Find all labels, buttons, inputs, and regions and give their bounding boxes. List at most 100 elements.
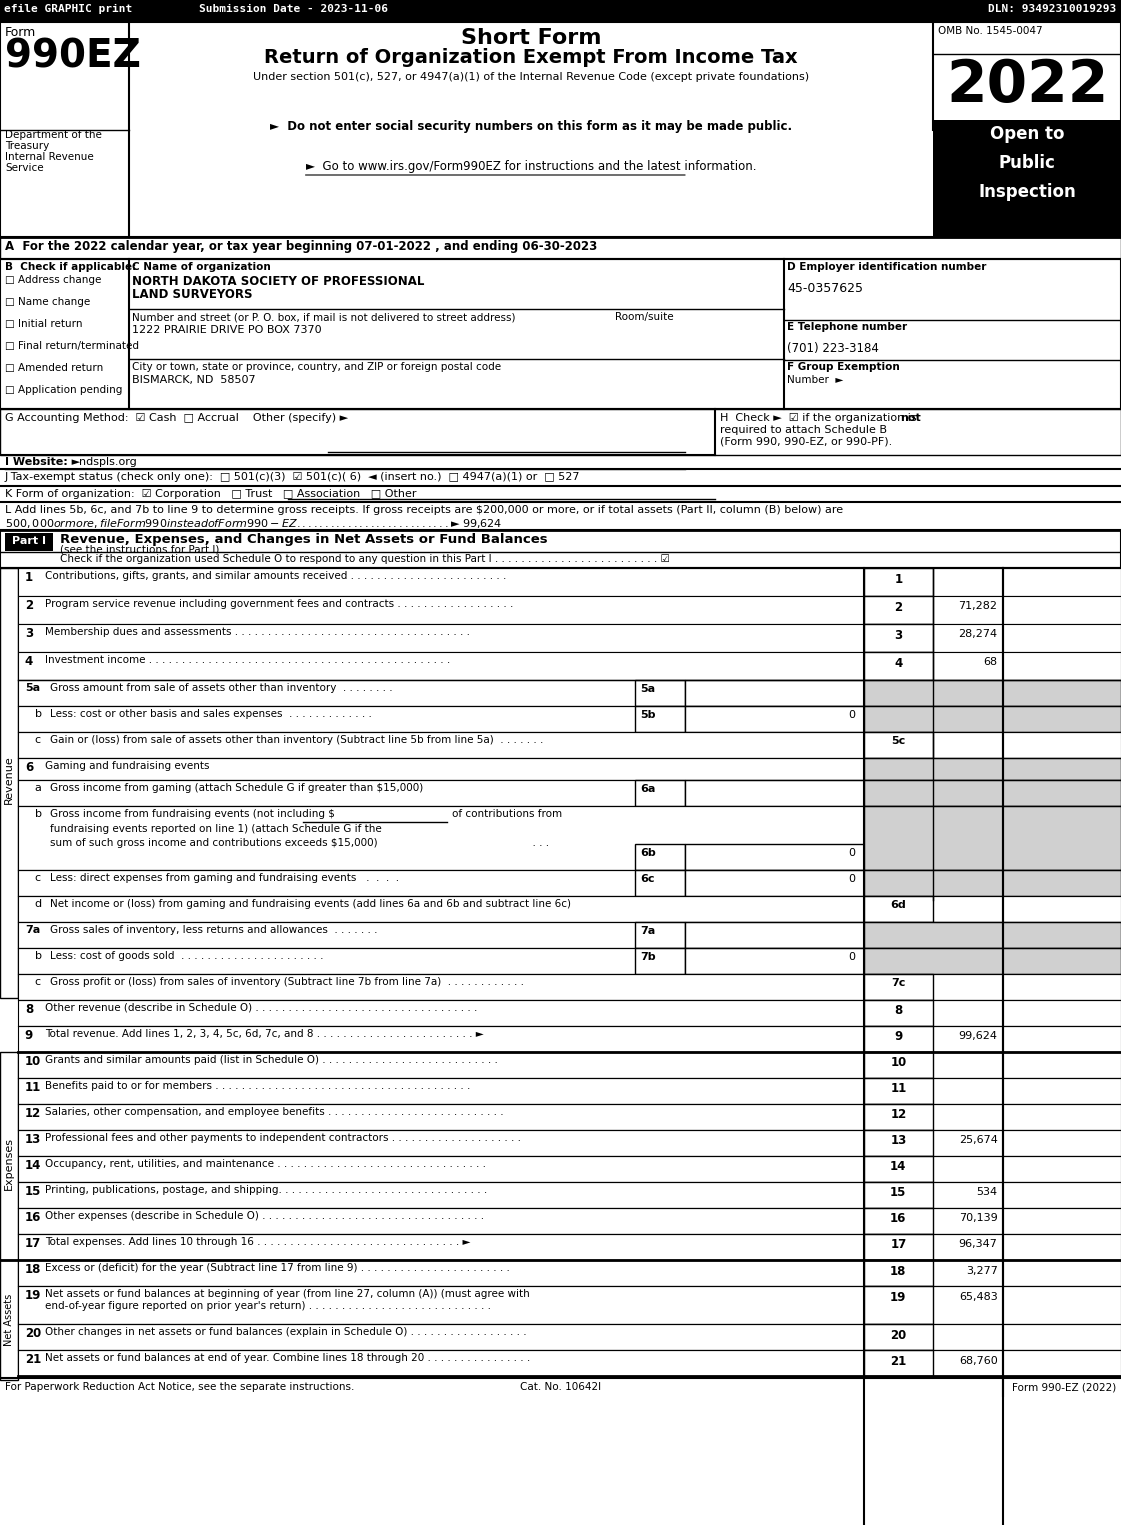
Bar [864,567,933,596]
Text: 7c: 7c [891,978,905,988]
Text: Department of the: Department of the [5,130,102,140]
Text: 10: 10 [890,1055,907,1069]
Text: 5c: 5c [891,737,905,746]
Text: B  Check if applicable:: B Check if applicable: [5,262,137,271]
Text: L Add lines 5b, 6c, and 7b to line 9 to determine gross receipts. If gross recei: L Add lines 5b, 6c, and 7b to line 9 to … [5,505,843,515]
Text: b: b [35,808,42,819]
Bar [685,949,864,974]
Text: Under section 501(c), 527, or 4947(a)(1) of the Internal Revenue Code (except pr: Under section 501(c), 527, or 4947(a)(1)… [253,72,809,82]
Text: Net assets or fund balances at end of year. Combine lines 18 through 20 . . . . : Net assets or fund balances at end of ye… [45,1353,530,1363]
Text: 3,277: 3,277 [965,1266,998,1276]
Text: 7b: 7b [640,952,656,962]
Bar [0,259,1121,409]
Text: of contributions from: of contributions from [452,808,562,819]
Bar [18,974,1121,1000]
Bar [636,949,685,974]
Text: 6b: 6b [640,848,656,859]
Bar [636,680,685,706]
Bar [18,758,1121,779]
Bar [0,21,1121,236]
Text: Gross income from fundraising events (not including $: Gross income from fundraising events (no… [50,808,334,819]
Text: (see the instructions for Part I): (see the instructions for Part I) [60,544,219,555]
Bar [18,1130,1121,1156]
Text: Gross income from gaming (attach Schedule G if greater than $15,000): Gross income from gaming (attach Schedul… [50,782,423,793]
Text: 8: 8 [894,1003,902,1017]
Text: Program service revenue including government fees and contracts . . . . . . . . : Program service revenue including govern… [45,599,513,608]
Text: Number and street (or P. O. box, if mail is not delivered to street address): Number and street (or P. O. box, if mail… [132,313,516,322]
Text: 5a: 5a [640,685,655,694]
Text: c: c [35,872,41,883]
Bar [18,680,1121,706]
Text: □ Address change: □ Address change [5,274,102,285]
Text: □ Final return/terminated: □ Final return/terminated [5,342,139,351]
Text: Occupancy, rent, utilities, and maintenance . . . . . . . . . . . . . . . . . . : Occupancy, rent, utilities, and maintena… [45,1159,485,1170]
Text: Other changes in net assets or fund balances (explain in Schedule O) . . . . . .: Other changes in net assets or fund bala… [45,1327,526,1337]
Text: . . .: . . . [526,839,549,848]
Text: Other revenue (describe in Schedule O) . . . . . . . . . . . . . . . . . . . . .: Other revenue (describe in Schedule O) .… [45,1003,478,1013]
Bar [0,409,1121,454]
Text: 6: 6 [25,761,33,775]
Text: c: c [35,978,41,987]
Text: Cat. No. 10642I: Cat. No. 10642I [520,1382,602,1392]
Text: For Paperwork Reduction Act Notice, see the separate instructions.: For Paperwork Reduction Act Notice, see … [5,1382,355,1392]
Text: ►  Do not enter social security numbers on this form as it may be made public.: ► Do not enter social security numbers o… [270,120,793,133]
Text: J Tax-exempt status (check only one):  □ 501(c)(3)  ☑ 501(c)( 6)  ◄ (insert no.): J Tax-exempt status (check only one): □ … [5,473,580,482]
Bar [18,732,1121,758]
Text: 19: 19 [890,1292,907,1304]
Bar [18,1208,1121,1234]
Text: 68: 68 [983,657,998,666]
Bar [864,1104,933,1130]
Text: 17: 17 [25,1237,41,1250]
Text: 1: 1 [25,570,33,584]
Bar [5,534,53,551]
Text: Net Assets: Net Assets [3,1293,14,1347]
Text: 990EZ: 990EZ [5,38,141,76]
Text: Gross profit or (loss) from sales of inventory (Subtract line 7b from line 7a)  : Gross profit or (loss) from sales of inv… [50,978,524,987]
Bar [864,758,1121,779]
Text: Less: cost of goods sold  . . . . . . . . . . . . . . . . . . . . . .: Less: cost of goods sold . . . . . . . .… [50,952,323,961]
Text: Revenue, Expenses, and Changes in Net Assets or Fund Balances: Revenue, Expenses, and Changes in Net As… [60,534,548,546]
Bar [685,869,864,897]
Text: Total revenue. Add lines 1, 2, 3, 4, 5c, 6d, 7c, and 8 . . . . . . . . . . . . .: Total revenue. Add lines 1, 2, 3, 4, 5c,… [45,1029,483,1039]
Text: Internal Revenue: Internal Revenue [5,152,94,162]
Text: 6d: 6d [891,900,907,910]
Bar [18,624,1121,653]
Bar [864,949,1121,974]
Text: 8: 8 [25,1003,33,1016]
Text: H  Check ►  ☑ if the organization is: H Check ► ☑ if the organization is [719,413,920,422]
Text: City or town, state or province, country, and ZIP or foreign postal code: City or town, state or province, country… [132,361,501,372]
Text: 15: 15 [25,1185,41,1199]
Text: 3: 3 [894,628,902,642]
Bar [636,706,685,732]
Text: efile GRAPHIC print: efile GRAPHIC print [5,5,132,14]
Bar [18,897,1121,923]
Text: Part I: Part I [11,535,46,546]
Bar [864,680,1121,706]
Text: 2: 2 [25,599,33,612]
Text: 4: 4 [25,656,33,668]
Bar [864,807,1121,869]
Text: 28,274: 28,274 [959,628,998,639]
Text: 12: 12 [890,1109,907,1121]
Text: required to attach Schedule B: required to attach Schedule B [719,425,886,435]
Text: I Website: ►: I Website: ► [5,458,80,467]
Text: 6a: 6a [640,784,656,795]
Bar [685,706,864,732]
Text: Gain or (loss) from sale of assets other than inventory (Subtract line 5b from l: Gain or (loss) from sale of assets other… [50,735,543,746]
Bar [0,567,18,997]
Text: 4: 4 [894,657,902,669]
Bar [864,624,933,653]
Text: d: d [35,900,42,909]
Bar [18,779,1121,807]
Text: 5b: 5b [640,711,656,720]
Text: DLN: 93492310019293: DLN: 93492310019293 [989,5,1117,14]
Bar [864,596,933,624]
Bar [864,706,1121,732]
Bar [864,1350,933,1376]
Bar [864,653,933,680]
Text: Benefits paid to or for members . . . . . . . . . . . . . . . . . . . . . . . . : Benefits paid to or for members . . . . … [45,1081,470,1090]
Text: 9: 9 [894,1029,902,1043]
Bar [864,869,1121,897]
Bar [864,1078,933,1104]
Bar [864,1324,933,1350]
